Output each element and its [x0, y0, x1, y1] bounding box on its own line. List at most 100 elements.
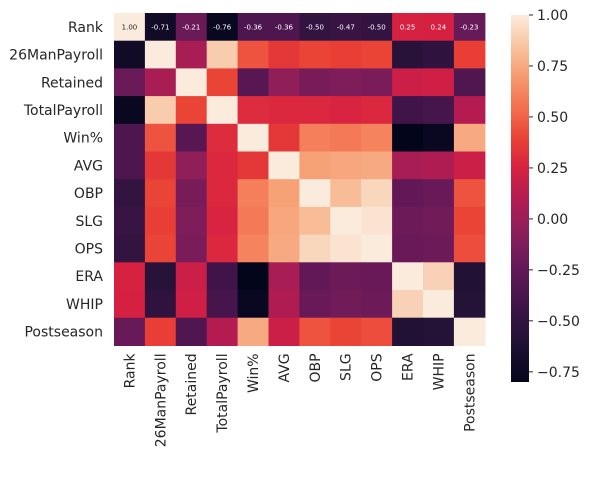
heatmap-cell — [423, 179, 455, 208]
colorbar-tick-label: −0.75 — [537, 365, 580, 381]
heatmap-cell — [237, 290, 270, 319]
colorbar-tick-label: −0.25 — [537, 263, 580, 279]
x-tick-label: TotalPayroll — [215, 353, 231, 433]
heatmap-cell — [144, 317, 177, 346]
heatmap-cell — [361, 151, 393, 180]
heatmap-cell — [237, 151, 270, 180]
x-tick-label: WHIP — [431, 353, 447, 390]
heatmap-cell — [175, 317, 208, 346]
heatmap-cell — [330, 234, 362, 263]
y-tick-label: Rank — [68, 20, 104, 36]
heatmap-cell — [361, 262, 393, 291]
heatmap-cell — [453, 13, 486, 42]
heatmap-cell — [330, 68, 362, 97]
heatmap-cell — [423, 13, 455, 42]
heatmap-cell — [268, 317, 300, 346]
heatmap-cell — [268, 13, 300, 42]
heatmap-cell — [330, 290, 362, 319]
heatmap-cell — [237, 206, 270, 236]
heatmap-cell — [299, 151, 331, 180]
x-tick-label: Rank — [122, 353, 138, 389]
heatmap-cell — [206, 123, 239, 153]
heatmap-cell — [299, 96, 331, 125]
heatmap-cell — [175, 123, 208, 153]
cell-annotation: -0.47 — [337, 23, 355, 31]
heatmap-cell — [361, 13, 393, 42]
heatmap-cell — [330, 317, 362, 346]
cell-annotation: -0.36 — [244, 23, 263, 31]
heatmap-cell — [423, 290, 455, 319]
heatmap-cell — [453, 151, 486, 180]
heatmap-cell — [268, 179, 300, 208]
heatmap-cell — [268, 123, 300, 153]
y-tick-label: ERA — [75, 269, 103, 285]
heatmap-cell — [175, 40, 208, 69]
y-tick-label: WHIP — [66, 297, 103, 313]
colorbar-tick-label: −0.50 — [537, 314, 580, 330]
heatmap-cell — [392, 123, 424, 153]
heatmap-cell — [144, 151, 177, 180]
heatmap-cell — [361, 96, 393, 125]
heatmap-cell — [453, 123, 486, 153]
heatmap-cell — [453, 262, 486, 291]
heatmap-cell — [268, 68, 300, 97]
heatmap-cell — [237, 234, 270, 263]
heatmap-cell — [206, 96, 239, 125]
colorbar-tick-label: 0.50 — [537, 110, 568, 126]
cell-annotation: -0.71 — [151, 23, 169, 31]
heatmap-cell — [423, 68, 455, 97]
x-tick-label: ERA — [401, 353, 417, 381]
heatmap-cell — [299, 68, 331, 97]
heatmap-cell — [361, 179, 393, 208]
heatmap-cell — [237, 123, 270, 153]
heatmap-cell — [392, 317, 424, 346]
heatmap-cell — [299, 262, 331, 291]
heatmap-cell — [299, 317, 331, 346]
heatmap-cell — [299, 123, 331, 153]
heatmap-cell — [330, 96, 362, 125]
x-tick-label: OPS — [370, 353, 386, 381]
heatmap-cell — [453, 40, 486, 69]
heatmap-cell — [453, 290, 486, 319]
heatmap-cell — [423, 262, 455, 291]
y-tick-label: Retained — [41, 75, 103, 91]
heatmap-cell — [237, 68, 270, 97]
heatmap-cell — [361, 68, 393, 97]
cell-annotation: -0.23 — [460, 23, 478, 31]
heatmap-cell — [453, 68, 486, 97]
cell-annotation: -0.21 — [182, 23, 200, 31]
heatmap-cell — [237, 40, 270, 69]
heatmap-cell — [268, 234, 300, 263]
x-tick-label: 26ManPayroll — [153, 353, 169, 447]
heatmap-cell — [268, 262, 300, 291]
heatmap-cell — [330, 262, 362, 291]
heatmap-cell — [144, 179, 177, 208]
heatmap-cell — [175, 262, 208, 291]
heatmap-cell — [206, 262, 239, 291]
heatmap-cell — [144, 40, 177, 69]
y-tick-label: OBP — [74, 186, 103, 202]
cell-annotation: -0.50 — [368, 23, 386, 31]
heatmap-cell — [114, 123, 146, 153]
heatmap-cell — [361, 234, 393, 263]
heatmap-cell — [114, 262, 146, 291]
heatmap-cell — [175, 179, 208, 208]
colorbar — [511, 15, 529, 382]
heatmap-cell — [423, 123, 455, 153]
y-tick-label: OPS — [75, 241, 103, 257]
heatmap-cell — [453, 96, 486, 125]
heatmap-cell — [206, 13, 239, 42]
heatmap-cell — [423, 234, 455, 263]
heatmap-cell — [299, 179, 331, 208]
heatmap-cell — [299, 234, 331, 263]
heatmap-cell — [144, 234, 177, 263]
colorbar-tick-label: 0.75 — [537, 59, 568, 75]
heatmap-cell — [175, 96, 208, 125]
heatmap-cell — [144, 290, 177, 319]
heatmap-cell — [361, 317, 393, 346]
heatmap-cell — [392, 290, 424, 319]
heatmap-cell — [299, 40, 331, 69]
heatmap-cell — [114, 317, 146, 346]
cell-annotation: 0.24 — [431, 23, 447, 31]
heatmap-cell — [268, 151, 300, 180]
